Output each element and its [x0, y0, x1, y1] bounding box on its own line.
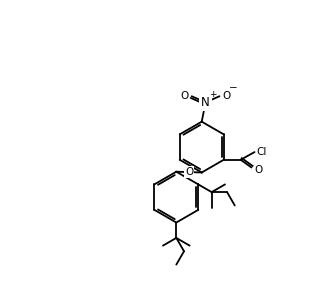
- Text: Cl: Cl: [257, 147, 267, 157]
- Text: +: +: [209, 90, 217, 99]
- Text: O: O: [180, 91, 189, 101]
- Text: N: N: [201, 96, 210, 109]
- Text: O: O: [255, 165, 263, 175]
- Text: −: −: [229, 83, 237, 93]
- Text: O: O: [223, 91, 231, 101]
- Text: O: O: [185, 167, 193, 177]
